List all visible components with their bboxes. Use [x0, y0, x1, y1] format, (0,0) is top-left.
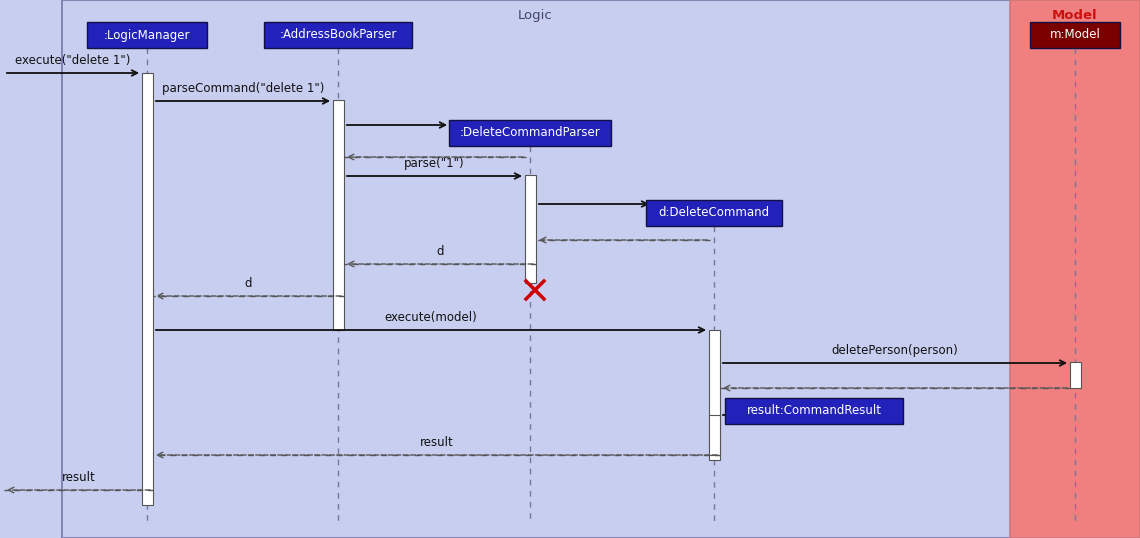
Bar — [1070, 362, 1081, 388]
Text: deletePerson(person): deletePerson(person) — [831, 344, 959, 357]
Bar — [646, 200, 782, 226]
Bar — [725, 398, 903, 424]
Text: d: d — [245, 277, 252, 290]
Text: execute("delete 1"): execute("delete 1") — [15, 54, 131, 67]
Text: parse("1"): parse("1") — [405, 157, 465, 170]
Bar — [264, 22, 412, 48]
Text: :AddressBookParser: :AddressBookParser — [279, 29, 397, 41]
Text: d: d — [437, 245, 443, 258]
Bar — [87, 22, 207, 48]
Text: execute(model): execute(model) — [384, 311, 478, 324]
Bar — [142, 73, 153, 505]
Bar — [1031, 22, 1119, 48]
Bar — [62, 0, 1013, 538]
Bar — [709, 415, 720, 455]
Bar — [449, 120, 611, 146]
Bar — [1010, 0, 1140, 538]
Bar — [333, 100, 344, 330]
Text: Model: Model — [1052, 9, 1098, 22]
Text: Logic: Logic — [518, 9, 553, 22]
Text: result:CommandResult: result:CommandResult — [747, 405, 881, 417]
Text: d:DeleteCommand: d:DeleteCommand — [659, 207, 770, 220]
Text: parseCommand("delete 1"): parseCommand("delete 1") — [162, 82, 324, 95]
Text: m:Model: m:Model — [1050, 29, 1100, 41]
Text: result: result — [420, 436, 454, 449]
Text: :LogicManager: :LogicManager — [104, 29, 190, 41]
Bar — [709, 330, 720, 460]
Bar — [526, 175, 536, 283]
Text: :DeleteCommandParser: :DeleteCommandParser — [459, 126, 601, 139]
Text: result: result — [62, 471, 96, 484]
